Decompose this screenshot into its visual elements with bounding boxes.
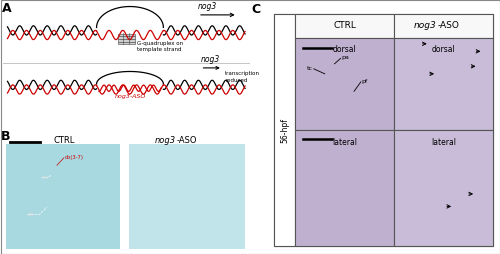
- Text: dorsal: dorsal: [333, 45, 357, 54]
- Text: -ASO: -ASO: [176, 136, 197, 145]
- Bar: [118, 36, 135, 39]
- Text: A: A: [2, 2, 12, 15]
- Bar: [296, 14, 394, 38]
- Text: nog3-ASO: nog3-ASO: [114, 94, 146, 99]
- Text: lateral: lateral: [332, 138, 357, 147]
- Bar: [394, 38, 493, 130]
- Text: nog3: nog3: [198, 2, 218, 11]
- Text: G-quadruplex on
template strand: G-quadruplex on template strand: [138, 41, 184, 52]
- Text: transcription
reduced: transcription reduced: [225, 71, 260, 83]
- Text: cb(3-7): cb(3-7): [64, 155, 84, 160]
- Bar: [296, 130, 394, 246]
- Text: nog3: nog3: [154, 136, 176, 145]
- Text: B: B: [2, 130, 11, 142]
- Bar: [274, 14, 295, 246]
- Text: pa: pa: [342, 55, 349, 60]
- Bar: [394, 130, 493, 246]
- Bar: [118, 34, 135, 36]
- Text: 56-hpf: 56-hpf: [280, 118, 289, 142]
- Text: nog3: nog3: [200, 55, 220, 64]
- Text: CTRL: CTRL: [334, 21, 356, 30]
- Bar: [394, 14, 493, 38]
- Text: ca: ca: [42, 175, 48, 180]
- Bar: [296, 38, 394, 130]
- Bar: [118, 42, 135, 44]
- Text: C: C: [252, 3, 260, 15]
- Text: tc: tc: [306, 66, 312, 71]
- Bar: [118, 39, 135, 41]
- Text: nog3: nog3: [414, 21, 436, 30]
- Text: pf: pf: [362, 79, 368, 84]
- Text: dorsal: dorsal: [432, 45, 456, 54]
- Text: CTRL: CTRL: [54, 136, 75, 145]
- Text: lateral: lateral: [431, 138, 456, 147]
- Text: ch: ch: [27, 212, 34, 217]
- Text: -ASO: -ASO: [438, 21, 460, 30]
- Bar: [128, 144, 245, 249]
- Bar: [6, 144, 120, 249]
